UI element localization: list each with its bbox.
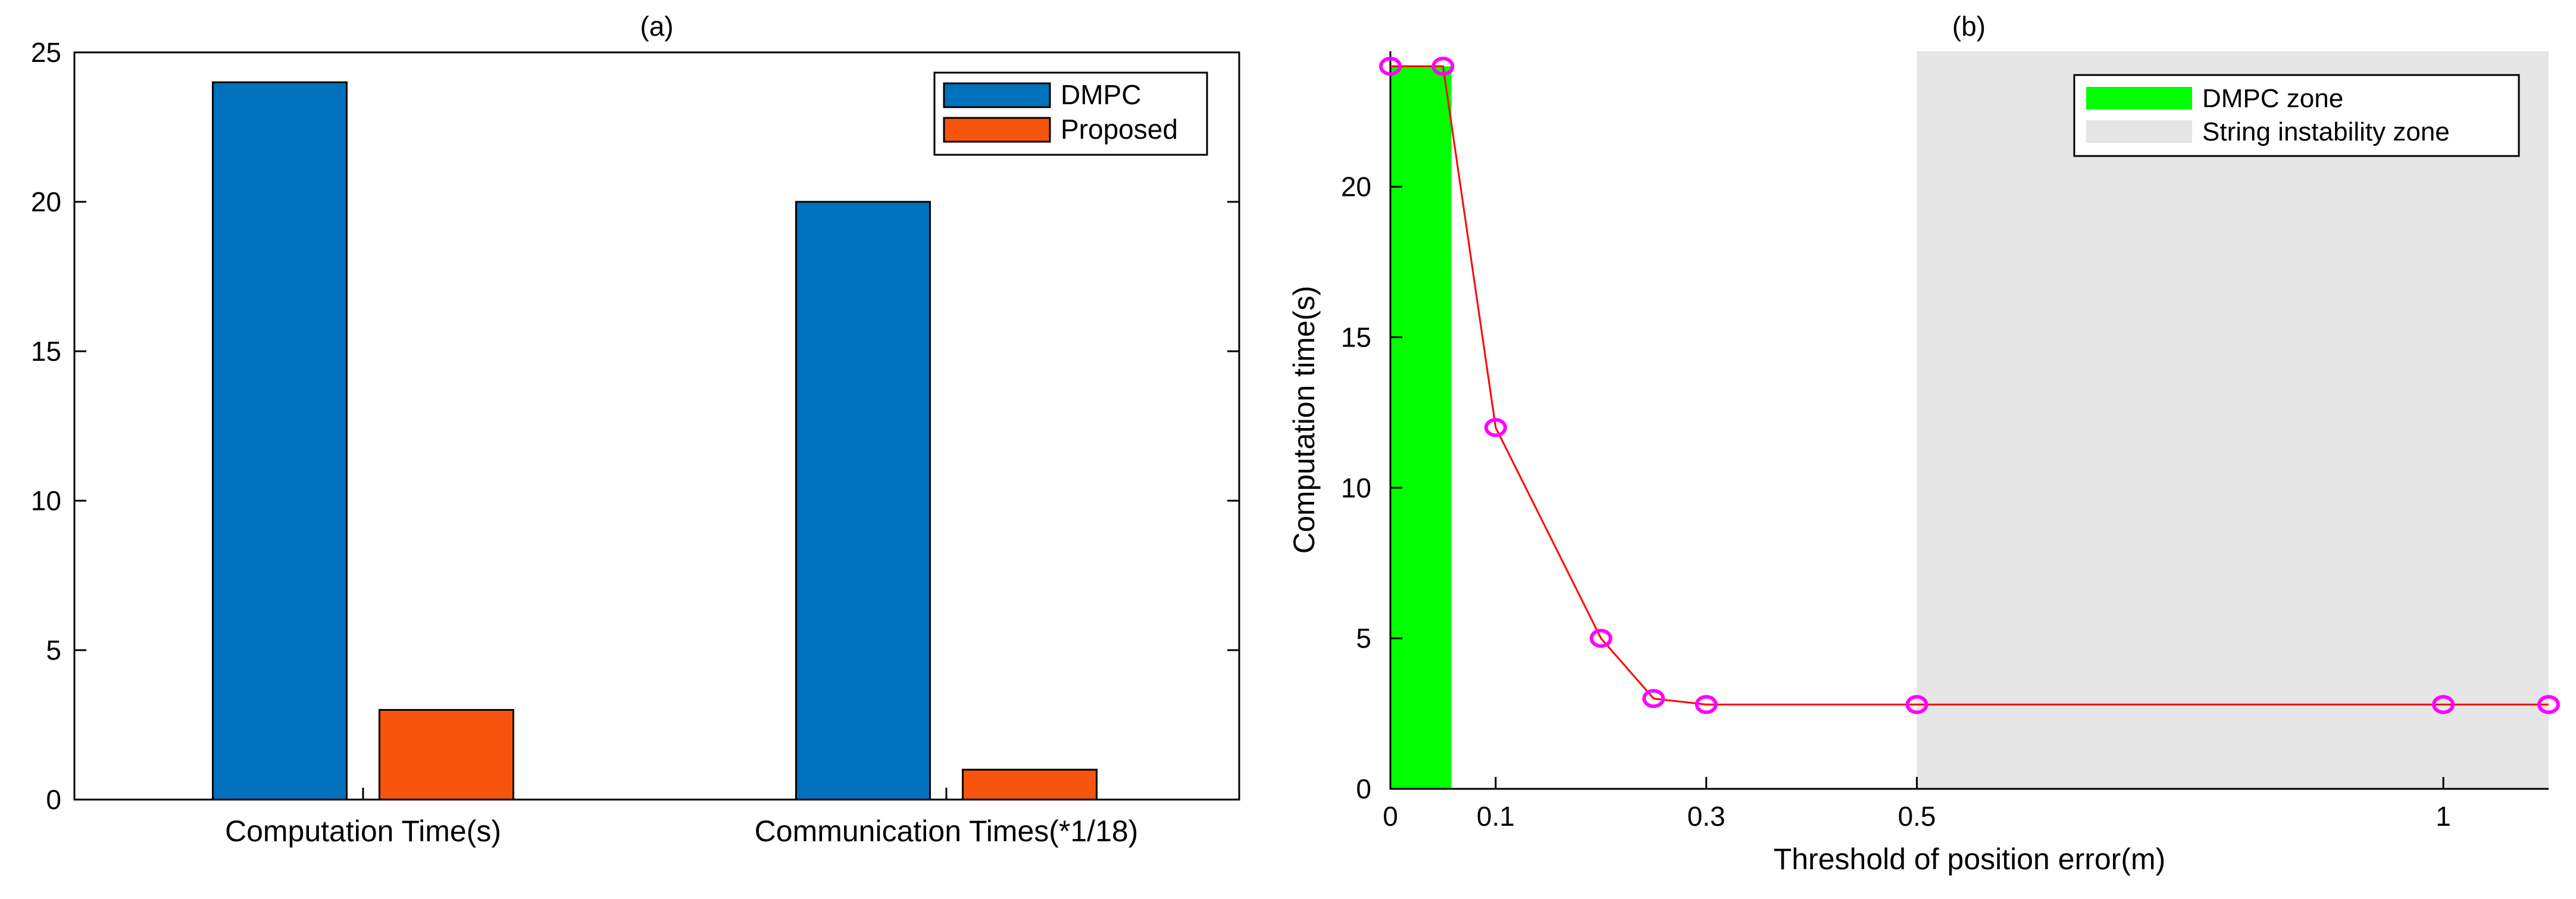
panel-b-title: (b) [1952, 11, 1986, 42]
panel-a-bar-proposed-0 [379, 708, 514, 801]
panel-b-y-tick-label: 5 [1356, 623, 1371, 654]
panel-a-legend: DMPC Proposed [933, 71, 1208, 156]
panel-b-y-axis-label: Computation time(s) [1287, 286, 1321, 554]
panel-b-data-point-8 [2537, 695, 2560, 714]
panel-b-data-point-3 [1589, 629, 1612, 648]
panel-b-data-point-5 [1695, 695, 1718, 714]
panel-a-legend-label: Proposed [1061, 114, 1178, 145]
panel-b-data-point-4 [1642, 689, 1665, 708]
panel-a-bar-chart: (a) 0 5 10 15 20 25 Computation Time(s) Commun… [31, 11, 1240, 848]
panel-b-legend-label: DMPC zone [2202, 84, 2343, 113]
panel-b-series-line [1390, 65, 2549, 706]
panel-b-x-axis-label: Threshold of position error(m) [1774, 842, 2166, 876]
panel-b-y-ticks: 0 5 10 15 20 [1341, 171, 1402, 804]
panel-a-axes-frame [73, 51, 1240, 801]
panel-b-legend-swatch-0 [2086, 87, 2192, 110]
panel-a-x-tick-label: Computation Time(s) [225, 814, 501, 848]
panel-a-legend-label: DMPC [1061, 79, 1141, 110]
panel-a-y-tick-label: 15 [31, 336, 61, 367]
panel-b-legend: DMPC zone String instability zone [2073, 74, 2520, 157]
panel-b-zone-1 [1917, 51, 2549, 789]
panel-b-x-tick-label: 0.1 [1477, 801, 1515, 832]
panel-a-y-tick-label: 25 [31, 37, 61, 68]
panel-a-y-tick-label: 5 [46, 635, 61, 666]
panel-b-x-tick-label: 0.5 [1898, 801, 1936, 832]
panel-a-x-tick-label: Communication Times(*1/18) [755, 814, 1139, 848]
panel-b-data-point-7 [2432, 695, 2455, 714]
panel-a-legend-swatch-proposed [943, 117, 1051, 143]
panel-b-legend-label: String instability zone [2202, 117, 2450, 146]
panel-b-data-point-2 [1484, 418, 1507, 438]
panel-b-y-tick-label: 20 [1341, 171, 1371, 202]
panel-b-x-tick-label: 1 [2436, 801, 2451, 832]
panel-b-markers [1379, 57, 2560, 714]
panel-a-title: (a) [640, 11, 673, 42]
panel-b-zones [1390, 51, 2549, 789]
panel-a-y-ticks: 0 5 10 15 20 25 [31, 37, 1239, 815]
panel-a-legend-swatch-dmpc [943, 82, 1051, 108]
panel-b-x-tick-label: 0 [1383, 801, 1398, 832]
panel-b-zone-0 [1390, 66, 1452, 789]
panel-b-y-tick-label: 15 [1341, 321, 1371, 352]
panel-a-y-tick-label: 10 [31, 485, 61, 516]
panel-b-line-chart: (b) 0 5 10 15 20 0 0.1 0.3 0.5 1 Threshold of po… [1287, 11, 2560, 876]
panel-a-bar-dmpc-1 [795, 201, 931, 801]
panel-b-y-tick-label: 0 [1356, 773, 1371, 804]
panel-a-y-tick-label: 20 [31, 186, 61, 217]
panel-b-data-point-0 [1379, 57, 1402, 76]
panel-a-bar-dmpc-0 [212, 81, 348, 801]
panel-b-x-tick-label: 0.3 [1687, 801, 1725, 832]
panel-b-legend-swatch-1 [2086, 120, 2192, 143]
panel-a-bar-proposed-1 [962, 769, 1098, 801]
panel-b-y-tick-label: 10 [1341, 472, 1371, 503]
panel-a-x-ticks: Computation Time(s) Communication Times(*… [225, 788, 1138, 848]
panel-a-y-tick-label: 0 [46, 784, 61, 815]
panel-b-data-point-6 [1905, 695, 1928, 714]
panel-b-x-ticks: 0 0.1 0.3 0.5 1 [1383, 777, 2451, 832]
panel-a-bars [212, 81, 1098, 801]
panel-b-data-point-1 [1431, 57, 1455, 76]
